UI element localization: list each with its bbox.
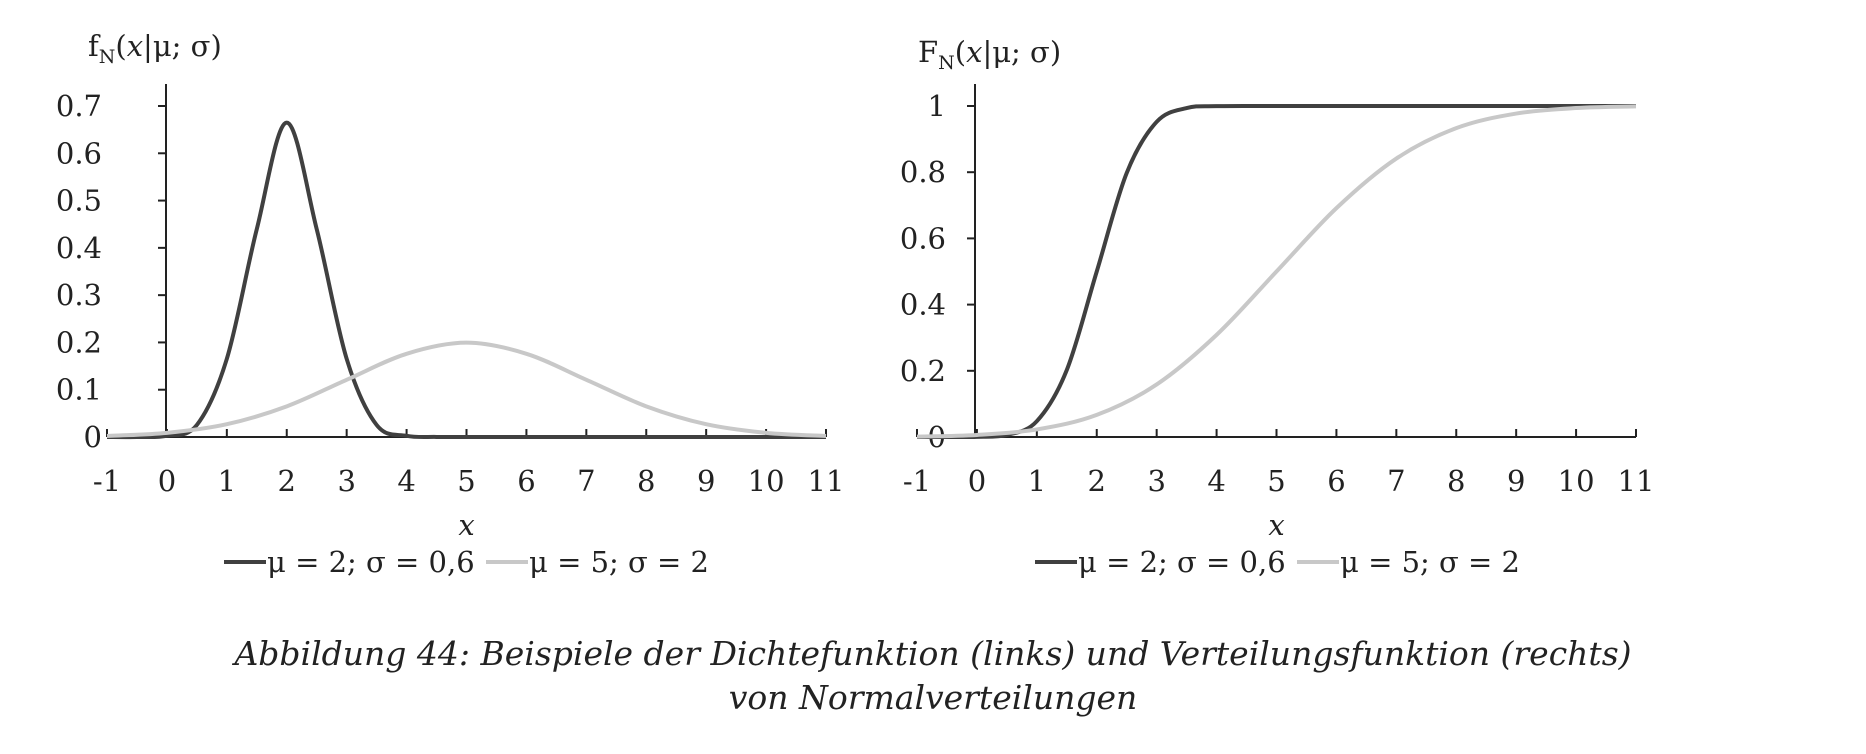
panel-1-x-tick-label: 9 bbox=[697, 464, 715, 498]
panel-2-x-tick-label: 8 bbox=[1447, 464, 1465, 498]
panel-2-x-tick-label: 6 bbox=[1327, 464, 1345, 498]
panel-1-x-tick-label: 1 bbox=[218, 464, 236, 498]
panel-1-x-tick-label: 4 bbox=[397, 464, 415, 498]
panel-2-y-axis-title: FN(x|μ; σ) bbox=[918, 35, 1061, 74]
panel-1-y-tick-label: 0.5 bbox=[56, 184, 102, 218]
panel-2-series-line-2 bbox=[916, 104, 1637, 439]
panel-2-y-tick-label: 0.2 bbox=[900, 354, 946, 388]
panel-1-y-tick-label: 0.7 bbox=[56, 89, 102, 123]
panel-2-x-tick-label: 5 bbox=[1267, 464, 1285, 498]
panel-2-x-tick-label: 3 bbox=[1147, 464, 1165, 498]
figure: -1 0 1 2 3 4 5 6 7 8 9 10 1100.10.20.30.40.50.60.7fN… bbox=[56, 29, 1655, 579]
panel-2-y-tick-label: 0.4 bbox=[900, 288, 946, 322]
panel-1-x-tick-label: 11 bbox=[808, 464, 845, 498]
panel-2-y-tick-label: 0.6 bbox=[900, 221, 946, 255]
panel-1-x-tick-label: 2 bbox=[278, 464, 296, 498]
panel-2-x-tick-label: -1 bbox=[903, 464, 931, 498]
panel-1-x-axis-title: x bbox=[458, 508, 474, 542]
panel-1-y-tick-label: 0.6 bbox=[56, 136, 102, 170]
figure-caption-line-2: von Normalverteilungen bbox=[728, 678, 1138, 717]
panel-1-series-line-1 bbox=[106, 120, 826, 440]
panel-1-x-tick-label: 7 bbox=[577, 464, 595, 498]
panel-2-x-tick-label: 9 bbox=[1507, 464, 1525, 498]
panel-1-x-tick-label: 5 bbox=[457, 464, 475, 498]
panel-2-y-tick-label: 0.8 bbox=[900, 155, 946, 189]
panel-1-x-tick-label: -1 bbox=[93, 464, 121, 498]
panel-1-legend-label-1: μ = 2; σ = 0,6 bbox=[267, 545, 475, 579]
panel-1-x-tick-label: 10 bbox=[748, 464, 785, 498]
panel-1-series-line-2 bbox=[106, 340, 827, 438]
panel-2-x-tick-label: 7 bbox=[1387, 464, 1405, 498]
panel-2-legend-label-1: μ = 2; σ = 0,6 bbox=[1078, 545, 1286, 579]
panel-2-legend-label-2: μ = 5; σ = 2 bbox=[1340, 545, 1520, 579]
panel-1-x-tick-label: 0 bbox=[158, 464, 176, 498]
figure-caption-line-1: Abbildung 44: Beispiele der Dichtefunkti… bbox=[234, 634, 1632, 673]
panel-1-y-tick-label: 0 bbox=[84, 420, 102, 454]
panel-1-x-tick-label: 3 bbox=[337, 464, 355, 498]
panel-2-y-tick-label: 1 bbox=[928, 89, 946, 123]
panel-1-y-tick-label: 0.1 bbox=[56, 373, 102, 407]
panel-2-x-axis-title: x bbox=[1268, 508, 1284, 542]
panel-1-x-tick-label: 6 bbox=[517, 464, 535, 498]
panel-1-y-tick-label: 0.3 bbox=[56, 278, 102, 312]
panel-1-x-tick-label: 8 bbox=[637, 464, 655, 498]
panel-2-x-tick-label: 10 bbox=[1558, 464, 1595, 498]
panel-2-series-line-1 bbox=[916, 103, 1636, 440]
panel-2-x-tick-label: 2 bbox=[1088, 464, 1106, 498]
panel-2-x-tick-label: 0 bbox=[968, 464, 986, 498]
panel-2-x-tick-label: 4 bbox=[1207, 464, 1225, 498]
panel-2-x-tick-label: 11 bbox=[1618, 464, 1655, 498]
panel-1-legend-label-2: μ = 5; σ = 2 bbox=[529, 545, 709, 579]
panel-1-y-tick-label: 0.4 bbox=[56, 231, 102, 265]
panel-1-y-tick-label: 0.2 bbox=[56, 325, 102, 359]
panel-2-x-tick-label: 1 bbox=[1028, 464, 1046, 498]
panel-1-y-axis-title: fN(x|μ; σ) bbox=[88, 29, 222, 68]
